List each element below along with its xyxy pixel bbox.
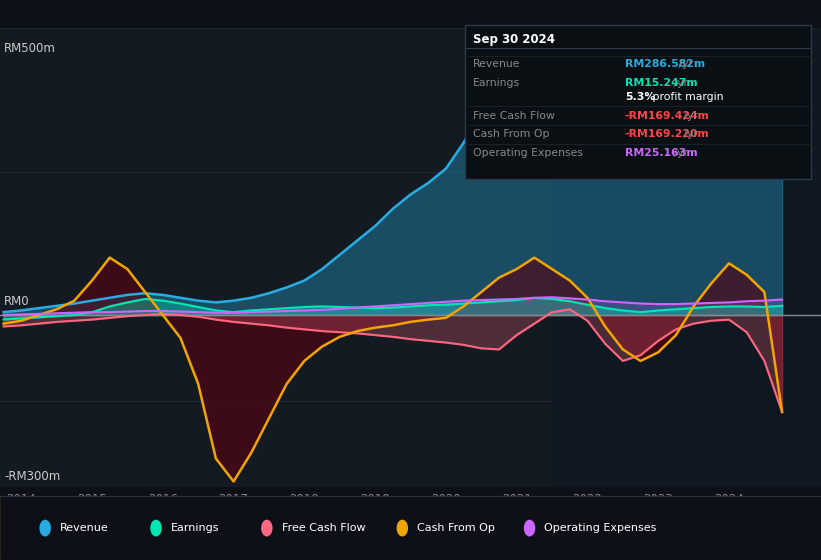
Text: 5.3%: 5.3%	[625, 92, 655, 102]
Text: Free Cash Flow: Free Cash Flow	[473, 111, 555, 121]
Text: RM15.247m: RM15.247m	[625, 78, 697, 88]
Text: RM500m: RM500m	[4, 42, 56, 55]
Text: -RM169.220m: -RM169.220m	[625, 129, 709, 139]
Bar	[552, 28, 821, 487]
Text: -RM300m: -RM300m	[4, 470, 61, 483]
Text: RM0: RM0	[4, 295, 30, 308]
Text: profit margin: profit margin	[649, 92, 724, 102]
Text: /yr: /yr	[680, 129, 698, 139]
Text: -RM169.424m: -RM169.424m	[625, 111, 709, 121]
Text: RM25.163m: RM25.163m	[625, 148, 697, 158]
Text: Revenue: Revenue	[60, 523, 108, 533]
Text: /yr: /yr	[675, 59, 693, 69]
Text: Cash From Op: Cash From Op	[473, 129, 549, 139]
Text: Operating Expenses: Operating Expenses	[473, 148, 583, 158]
Text: Operating Expenses: Operating Expenses	[544, 523, 657, 533]
Text: Free Cash Flow: Free Cash Flow	[282, 523, 365, 533]
Text: /yr: /yr	[670, 148, 688, 158]
Text: Revenue: Revenue	[473, 59, 521, 69]
Text: RM286.582m: RM286.582m	[625, 59, 705, 69]
Text: Sep 30 2024: Sep 30 2024	[473, 32, 555, 46]
Text: Earnings: Earnings	[171, 523, 219, 533]
Text: /yr: /yr	[680, 111, 698, 121]
Text: /yr: /yr	[670, 78, 688, 88]
Text: Earnings: Earnings	[473, 78, 520, 88]
Text: Cash From Op: Cash From Op	[417, 523, 495, 533]
